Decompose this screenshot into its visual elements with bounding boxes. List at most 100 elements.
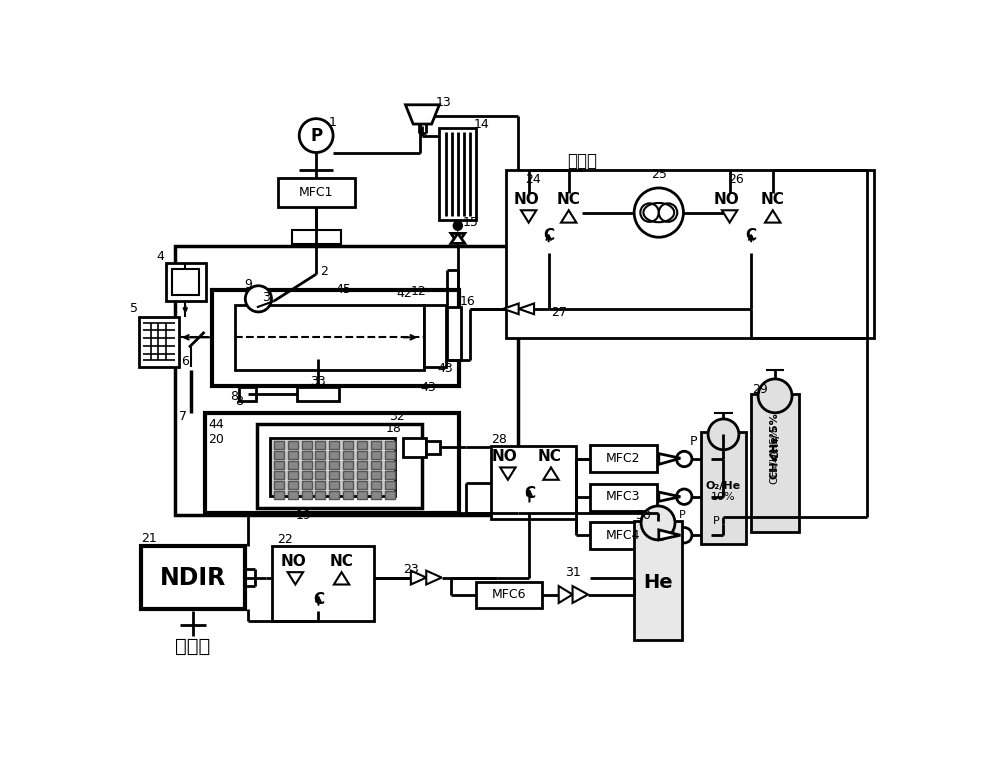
Text: 24: 24 xyxy=(525,173,541,186)
Bar xyxy=(315,441,325,449)
Bar xyxy=(357,451,367,459)
Bar xyxy=(371,451,381,459)
Bar xyxy=(385,462,395,469)
Bar xyxy=(329,441,339,449)
Text: CH₄/: CH₄/ xyxy=(770,433,780,459)
Bar xyxy=(590,483,657,510)
Polygon shape xyxy=(659,530,680,540)
Bar xyxy=(329,491,339,499)
Text: 25: 25 xyxy=(651,168,667,180)
Text: 22: 22 xyxy=(277,533,293,546)
Bar xyxy=(751,393,799,532)
Bar xyxy=(447,307,461,360)
Polygon shape xyxy=(334,572,349,584)
Bar xyxy=(343,451,353,459)
Text: NO: NO xyxy=(513,192,539,207)
Polygon shape xyxy=(722,211,737,222)
Text: 2: 2 xyxy=(320,266,328,278)
Polygon shape xyxy=(559,586,573,603)
Bar xyxy=(288,481,298,489)
Text: C: C xyxy=(524,486,535,501)
Text: 6: 6 xyxy=(181,354,189,368)
Text: NDIR: NDIR xyxy=(160,566,226,590)
Polygon shape xyxy=(405,105,439,124)
Polygon shape xyxy=(426,570,442,584)
Text: 28: 28 xyxy=(491,434,507,446)
Polygon shape xyxy=(561,211,576,222)
Text: 12: 12 xyxy=(411,285,426,298)
Text: P: P xyxy=(310,127,322,145)
Bar xyxy=(239,388,256,401)
Text: 43: 43 xyxy=(438,361,453,375)
Text: 1: 1 xyxy=(329,116,337,129)
Circle shape xyxy=(640,204,659,221)
Bar xyxy=(315,481,325,489)
Bar xyxy=(403,438,426,458)
Text: 23: 23 xyxy=(403,563,419,576)
Bar xyxy=(329,462,339,469)
Text: 排气口: 排气口 xyxy=(175,636,211,656)
Text: 8: 8 xyxy=(235,395,243,408)
Bar xyxy=(343,481,353,489)
Polygon shape xyxy=(503,304,519,314)
Bar xyxy=(506,170,874,338)
Bar xyxy=(257,424,422,507)
Bar xyxy=(205,413,459,513)
Text: MFC6: MFC6 xyxy=(491,588,526,601)
Bar xyxy=(175,246,518,515)
Text: 14: 14 xyxy=(474,117,490,131)
Text: He: He xyxy=(643,573,673,592)
Bar xyxy=(590,522,657,549)
Polygon shape xyxy=(543,468,559,479)
Circle shape xyxy=(299,119,333,152)
Text: CH₄/He 5%: CH₄/He 5% xyxy=(770,427,780,483)
Circle shape xyxy=(634,188,683,237)
Bar xyxy=(634,521,682,640)
Bar xyxy=(476,582,542,608)
Bar xyxy=(357,481,367,489)
Text: 20: 20 xyxy=(208,434,224,446)
Text: MFC4: MFC4 xyxy=(606,528,641,542)
Circle shape xyxy=(758,379,792,413)
Text: 16: 16 xyxy=(460,294,476,308)
Bar xyxy=(302,441,312,449)
Text: 5: 5 xyxy=(130,302,138,315)
Bar xyxy=(426,441,440,455)
Bar xyxy=(302,491,312,499)
Bar xyxy=(270,438,395,496)
Bar xyxy=(371,481,381,489)
Circle shape xyxy=(659,204,677,221)
Bar xyxy=(302,472,312,479)
Polygon shape xyxy=(519,304,534,314)
Bar xyxy=(274,491,284,499)
Bar xyxy=(315,491,325,499)
Text: 15: 15 xyxy=(462,216,478,229)
Bar xyxy=(371,472,381,479)
Polygon shape xyxy=(500,468,516,479)
Circle shape xyxy=(677,528,692,543)
Bar xyxy=(590,445,657,472)
Text: NC: NC xyxy=(761,192,785,207)
Bar xyxy=(274,481,284,489)
Bar xyxy=(385,491,395,499)
Text: 7: 7 xyxy=(179,410,187,423)
Text: 8: 8 xyxy=(230,390,238,403)
Text: 43: 43 xyxy=(420,381,436,394)
Text: 29: 29 xyxy=(753,383,768,396)
Polygon shape xyxy=(659,454,680,465)
Circle shape xyxy=(710,530,720,541)
Circle shape xyxy=(707,453,719,465)
Circle shape xyxy=(677,451,692,467)
Bar xyxy=(315,462,325,469)
Polygon shape xyxy=(765,211,780,222)
Polygon shape xyxy=(451,233,465,243)
Bar xyxy=(166,263,206,301)
Text: 18: 18 xyxy=(385,422,401,434)
Bar xyxy=(292,230,341,244)
Bar xyxy=(302,451,312,459)
Circle shape xyxy=(454,221,462,229)
Text: C: C xyxy=(746,228,757,243)
Text: 10%: 10% xyxy=(711,493,736,503)
Text: 21: 21 xyxy=(141,531,157,545)
Bar xyxy=(385,441,395,449)
